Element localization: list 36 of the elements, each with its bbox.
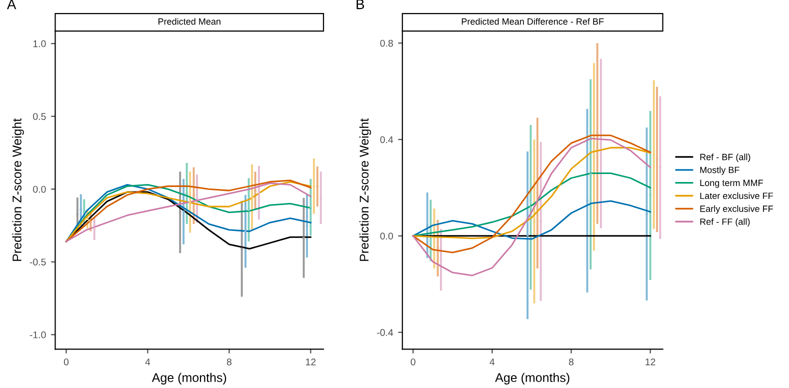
x-tick-label: 4 [490, 358, 495, 366]
line-series [412, 172, 652, 237]
line-series [412, 146, 652, 240]
y-tick-label: 0.8 [380, 40, 393, 47]
x-tick-label: 0 [410, 358, 416, 366]
x-tick-label: 8 [226, 358, 232, 366]
y-tick-label: 0.5 [33, 113, 46, 120]
text: B [356, 0, 364, 10]
y-axis-title: Prediction Z-score Weight [12, 118, 24, 261]
y-tick-label: -1.0 [30, 331, 46, 338]
y-tick-label: 0.4 [380, 136, 394, 144]
legend-label: Mostly BF [700, 166, 740, 175]
y-axis-title: Prediction Z-score Weight [359, 118, 372, 261]
legend-label: Early exclusive FF [700, 205, 773, 214]
y-tick-label: -0.4 [377, 329, 394, 336]
y-tick-label: 0.0 [380, 232, 393, 240]
x-axis-title: Age (months) [495, 372, 570, 384]
x-tick-label: 4 [145, 358, 150, 366]
legend-label: Ref - FF (all) [700, 218, 750, 227]
y-tick-label: -0.5 [30, 258, 46, 266]
line-series [412, 200, 652, 240]
x-tick-label: 12 [646, 358, 656, 366]
legend-label: Ref - BF (all) [700, 154, 750, 162]
x-tick-label: 8 [568, 358, 574, 366]
line-series [412, 138, 652, 276]
x-axis-title: Age (months) [152, 372, 226, 384]
y-tick-label: 0.0 [33, 186, 46, 193]
x-tick-label: 0 [64, 358, 69, 366]
y-tick-label: 1.0 [33, 40, 46, 48]
x-tick-label: 12 [306, 358, 316, 366]
text: A [6, 0, 16, 10]
chart-title: Predicted Mean Difference - Ref BF [462, 18, 604, 25]
line-series [412, 134, 652, 254]
legend-label: Long term MMF [700, 180, 763, 188]
legend-label: Later exclusive FF [700, 192, 773, 200]
chart-title: Predicted Mean [158, 18, 220, 25]
